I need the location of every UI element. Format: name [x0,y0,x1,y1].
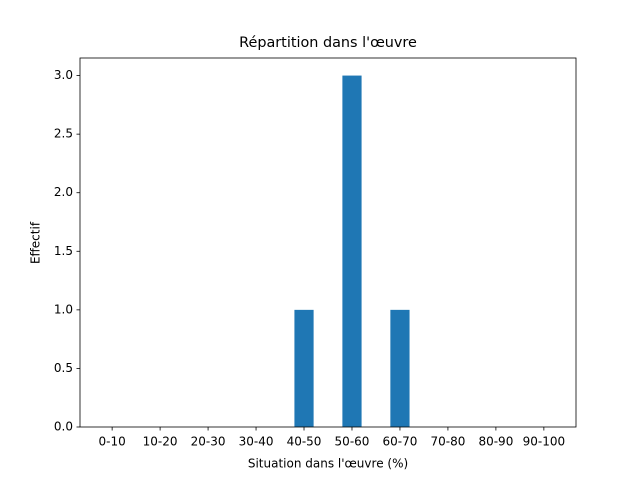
y-tick-label: 2.5 [54,127,73,141]
chart-title: Répartition dans l'œuvre [239,35,417,51]
y-tick-label: 3.0 [54,68,73,82]
bar [294,309,314,427]
x-tick-label: 60-70 [383,435,418,449]
y-tick-label: 1.0 [54,302,73,316]
y-axis-label: Effectif [29,221,43,264]
x-tick-label: 0-10 [99,435,126,449]
y-tick-label: 1.5 [54,244,73,258]
x-tick-label: 10-20 [143,435,178,449]
x-axis-label: Situation dans l'œuvre (%) [248,457,408,471]
y-tick-label: 2.0 [54,185,73,199]
plot-frame [79,57,577,428]
x-tick-label: 90-100 [523,435,566,449]
x-tick-label: 20-30 [191,435,226,449]
y-tick-label: 0.5 [54,361,73,375]
bar [342,75,362,428]
x-tick-label: 80-90 [478,435,513,449]
x-tick-label: 50-60 [335,435,370,449]
x-tick-label: 70-80 [430,435,465,449]
x-tick-label: 40-50 [287,435,322,449]
bar [390,309,410,427]
x-tick-label: 30-40 [239,435,274,449]
y-tick-label: 0.0 [54,420,73,434]
